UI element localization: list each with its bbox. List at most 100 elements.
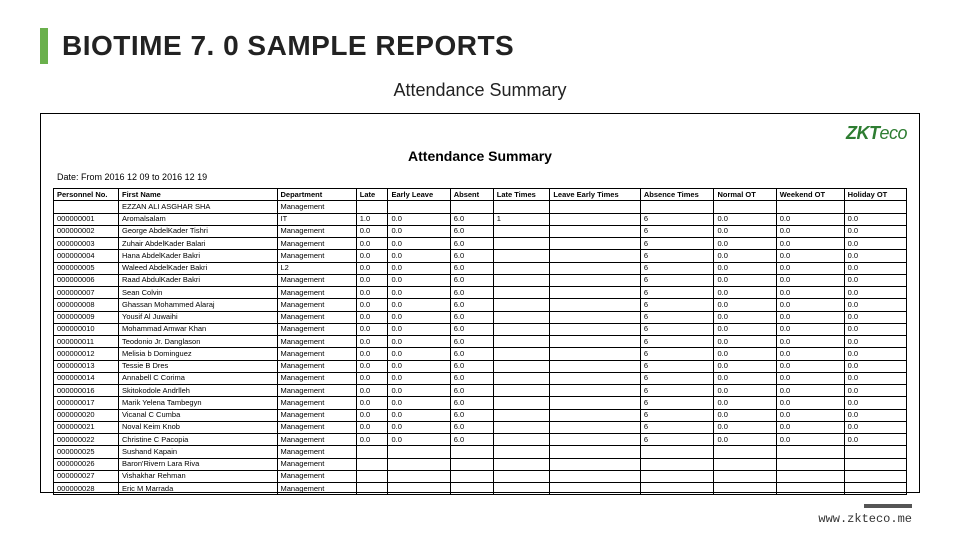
table-cell: 0.0 (388, 397, 450, 409)
table-cell: 0.0 (776, 323, 844, 335)
table-cell (493, 348, 550, 360)
table-cell: 0.0 (388, 434, 450, 446)
table-cell: 0.0 (776, 397, 844, 409)
table-cell: 0.0 (356, 397, 388, 409)
table-cell: Management (277, 287, 356, 299)
table-cell: 0.0 (714, 250, 776, 262)
table-cell: 6.0 (450, 385, 493, 397)
table-cell (714, 201, 776, 213)
table-cell (550, 483, 641, 495)
table-cell: 0.0 (844, 213, 906, 225)
table-cell: 0.0 (776, 385, 844, 397)
table-cell (776, 483, 844, 495)
table-cell: Waleed AbdelKader Bakri (119, 262, 278, 274)
table-cell (550, 470, 641, 482)
table-row: 000000027Vishakhar RehmanManagement (54, 470, 907, 482)
col-header: Early Leave (388, 189, 450, 201)
table-cell: 0.0 (844, 434, 906, 446)
table-cell: 6 (640, 274, 714, 286)
table-cell: 000000026 (54, 458, 119, 470)
table-cell (714, 483, 776, 495)
table-cell: 0.0 (388, 287, 450, 299)
table-cell: 6.0 (450, 421, 493, 433)
table-cell (550, 287, 641, 299)
table-row: 000000002George AbdelKader TishriManagem… (54, 225, 907, 237)
table-cell (356, 201, 388, 213)
table-cell: 0.0 (844, 336, 906, 348)
table-cell: Baron'Rivern Lara Riva (119, 458, 278, 470)
table-cell: 0.0 (388, 421, 450, 433)
table-cell: 0.0 (388, 348, 450, 360)
table-cell: 6 (640, 421, 714, 433)
footer-url[interactable]: www.zkteco.me (818, 512, 912, 526)
table-cell: Management (277, 409, 356, 421)
table-cell (493, 360, 550, 372)
table-cell: 6.0 (450, 287, 493, 299)
table-row: 000000006Raad AbdulKader BakriManagement… (54, 274, 907, 286)
table-cell: 0.0 (714, 274, 776, 286)
table-cell (550, 434, 641, 446)
table-cell: 0.0 (356, 372, 388, 384)
table-cell: 6 (640, 434, 714, 446)
table-cell (550, 213, 641, 225)
table-cell: 0.0 (714, 299, 776, 311)
table-cell: 0.0 (776, 360, 844, 372)
table-cell (493, 434, 550, 446)
table-cell: 6 (640, 385, 714, 397)
table-cell: IT (277, 213, 356, 225)
table-cell: 0.0 (714, 336, 776, 348)
table-cell: Mohammad Amwar Khan (119, 323, 278, 335)
table-cell: Vishakhar Rehman (119, 470, 278, 482)
table-cell (550, 360, 641, 372)
table-cell (493, 372, 550, 384)
table-cell (450, 201, 493, 213)
table-cell: 0.0 (356, 225, 388, 237)
table-cell: 0.0 (714, 385, 776, 397)
table-cell (550, 372, 641, 384)
table-cell: 0.0 (776, 250, 844, 262)
table-row: 000000003Zuhair AbdelKader BalariManagem… (54, 238, 907, 250)
table-cell (714, 458, 776, 470)
table-cell: 0.0 (714, 311, 776, 323)
table-cell: 0.0 (844, 385, 906, 397)
table-cell: 0.0 (776, 262, 844, 274)
table-cell: Ghassan Mohammed Alaraj (119, 299, 278, 311)
table-cell: 6.0 (450, 360, 493, 372)
table-header-row: Personnel No. First Name Department Late… (54, 189, 907, 201)
table-cell: 6 (640, 323, 714, 335)
table-cell: 0.0 (776, 225, 844, 237)
table-cell: 6 (640, 262, 714, 274)
table-cell (356, 446, 388, 458)
table-cell: 0.0 (844, 360, 906, 372)
table-cell: Sushand Kapain (119, 446, 278, 458)
table-cell: 0.0 (844, 409, 906, 421)
table-cell (493, 409, 550, 421)
table-cell: 6 (640, 287, 714, 299)
col-header: First Name (119, 189, 278, 201)
table-cell (550, 299, 641, 311)
table-cell: 0.0 (714, 397, 776, 409)
table-row: 000000021Noval Keim KnobManagement0.00.0… (54, 421, 907, 433)
table-cell: 000000008 (54, 299, 119, 311)
title-row: BIOTIME 7. 0 SAMPLE REPORTS (40, 28, 920, 64)
table-cell: 0.0 (714, 323, 776, 335)
table-cell (450, 470, 493, 482)
table-cell: 0.0 (356, 274, 388, 286)
table-cell: 6 (640, 372, 714, 384)
table-cell: 0.0 (388, 238, 450, 250)
table-cell: 000000027 (54, 470, 119, 482)
table-cell: 000000016 (54, 385, 119, 397)
table-cell (640, 446, 714, 458)
table-cell (493, 483, 550, 495)
table-cell: 0.0 (388, 299, 450, 311)
table-cell (493, 201, 550, 213)
col-header: Late (356, 189, 388, 201)
table-cell (493, 311, 550, 323)
table-cell: 6.0 (450, 213, 493, 225)
table-cell (388, 483, 450, 495)
col-header: Leave Early Times (550, 189, 641, 201)
table-row: EZZAN ALI ASGHAR SHAManagement (54, 201, 907, 213)
table-cell (550, 262, 641, 274)
table-cell: Marik Yelena Tambegyn (119, 397, 278, 409)
table-cell (550, 225, 641, 237)
